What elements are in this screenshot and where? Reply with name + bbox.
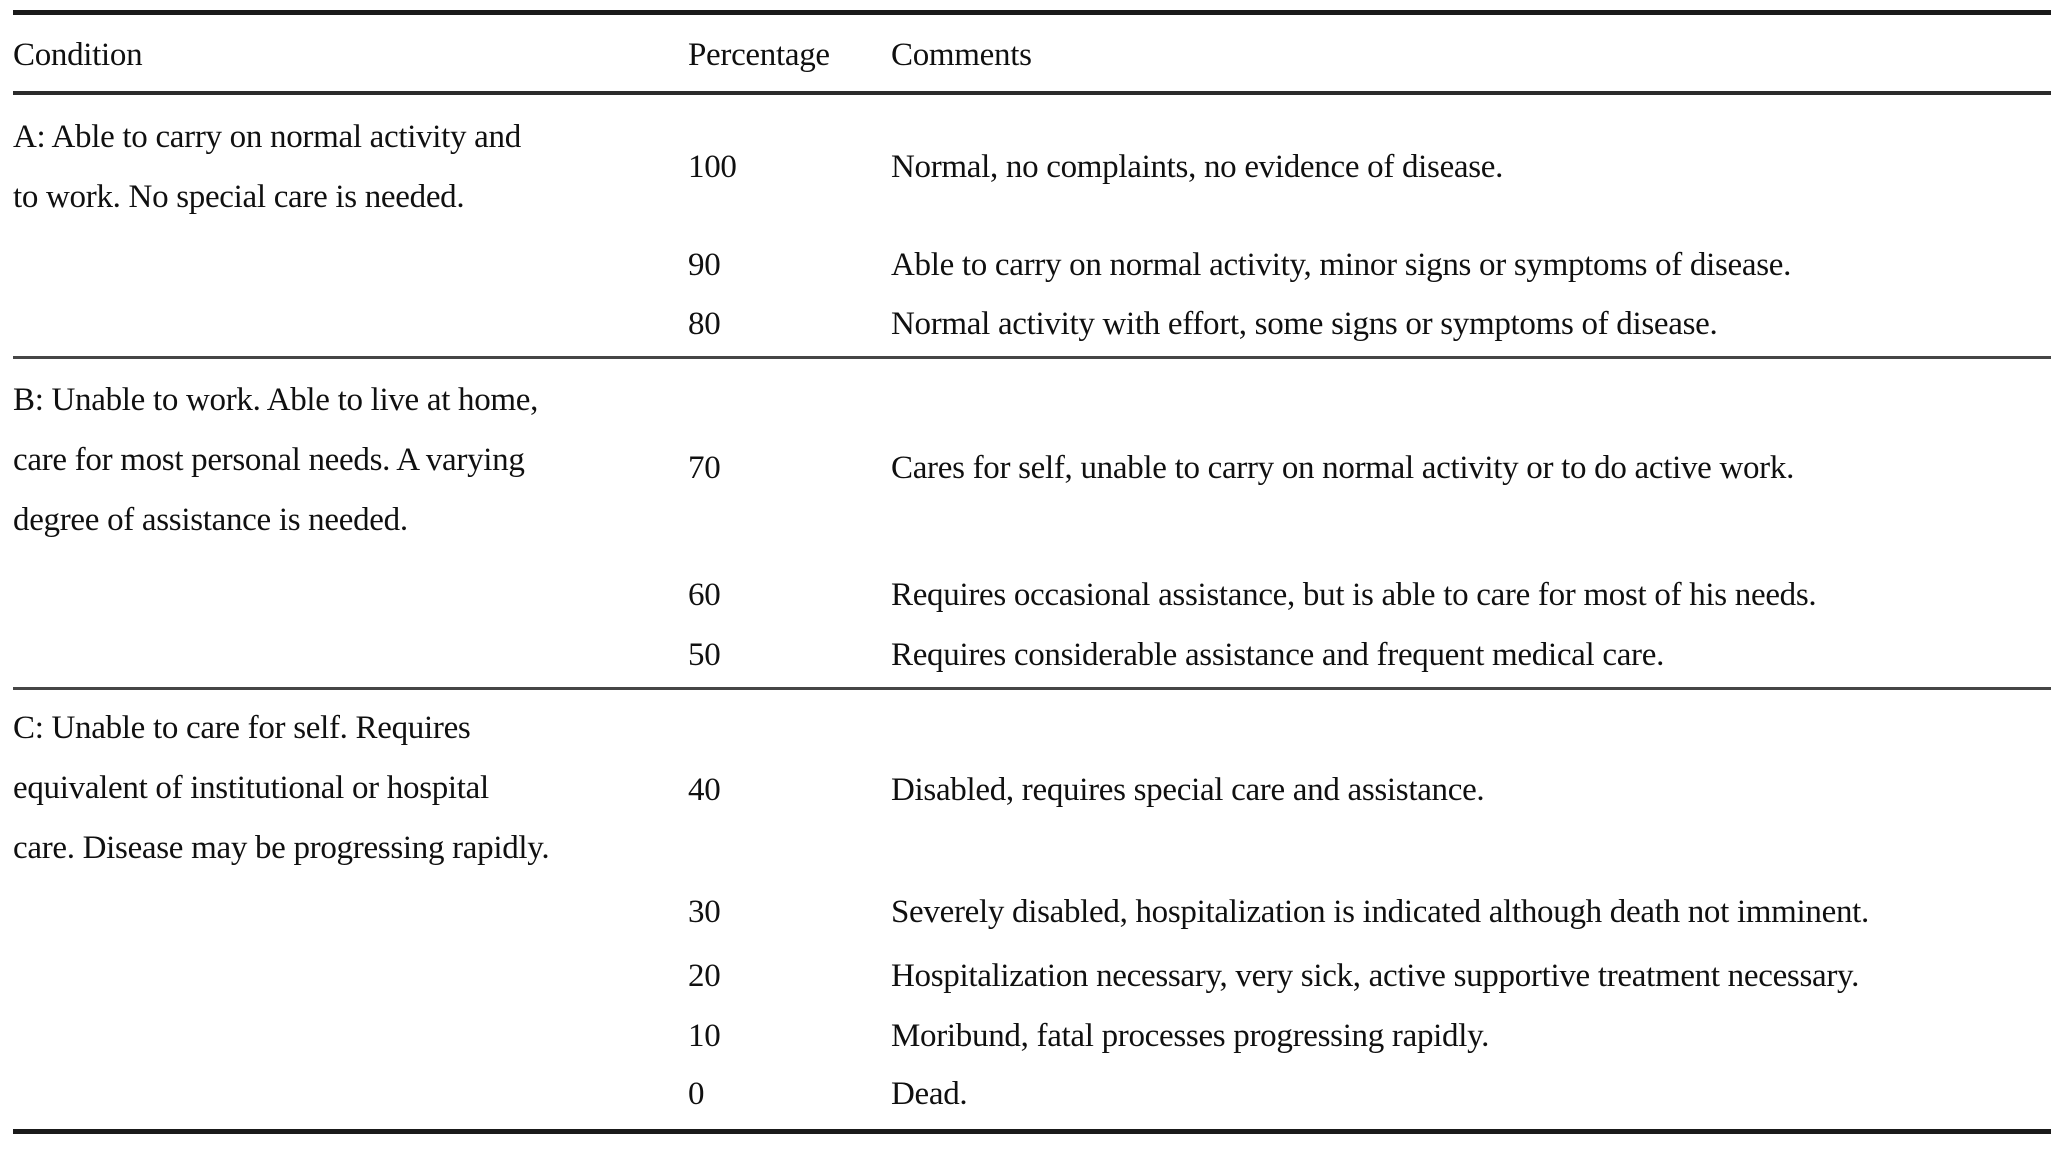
percentage-value: 100 [688, 149, 737, 185]
percentage-value: 20 [688, 958, 721, 994]
percentage-value: 40 [688, 772, 721, 808]
percentage-value: 60 [688, 577, 721, 613]
section-divider-a-b [13, 356, 2051, 359]
comment-text: Able to carry on normal activity, minor … [891, 247, 1792, 283]
section-divider-b-c [13, 687, 2051, 690]
comment-text: Requires occasional assistance, but is a… [891, 577, 1817, 613]
column-header-comments: Comments [891, 37, 1032, 73]
comment-text: Cares for self, unable to carry on norma… [891, 450, 1795, 486]
comment-text: Moribund, fatal processes progressing ra… [891, 1018, 1490, 1054]
comment-text: Normal activity with effort, some signs … [891, 306, 1718, 342]
header-rule [13, 91, 2051, 95]
section-c-condition-label: C: Unable to care for self. Requires equ… [13, 710, 550, 866]
comment-text: Severely disabled, hospitalization is in… [891, 894, 1869, 930]
comment-text: Normal, no complaints, no evidence of di… [891, 149, 1504, 185]
percentage-value: 10 [688, 1018, 721, 1054]
section-a-condition-label: A: Able to carry on normal activity and … [13, 119, 521, 215]
comment-text: Hospitalization necessary, very sick, ac… [891, 958, 1860, 994]
percentage-value: 90 [688, 247, 721, 283]
percentage-value: 30 [688, 894, 721, 930]
comment-text: Disabled, requires special care and assi… [891, 772, 1485, 808]
bottom-rule [13, 1129, 2051, 1134]
percentage-value: 50 [688, 637, 721, 673]
percentage-value: 80 [688, 306, 721, 342]
column-header-percentage: Percentage [688, 37, 830, 73]
section-b-condition-label: B: Unable to work. Able to live at home,… [13, 382, 539, 538]
percentage-value: 70 [688, 450, 721, 486]
column-header-condition: Condition [13, 37, 143, 73]
top-rule [13, 10, 2051, 15]
comment-text: Dead. [891, 1076, 968, 1112]
comment-text: Requires considerable assistance and fre… [891, 637, 1665, 673]
percentage-value: 0 [688, 1076, 705, 1112]
